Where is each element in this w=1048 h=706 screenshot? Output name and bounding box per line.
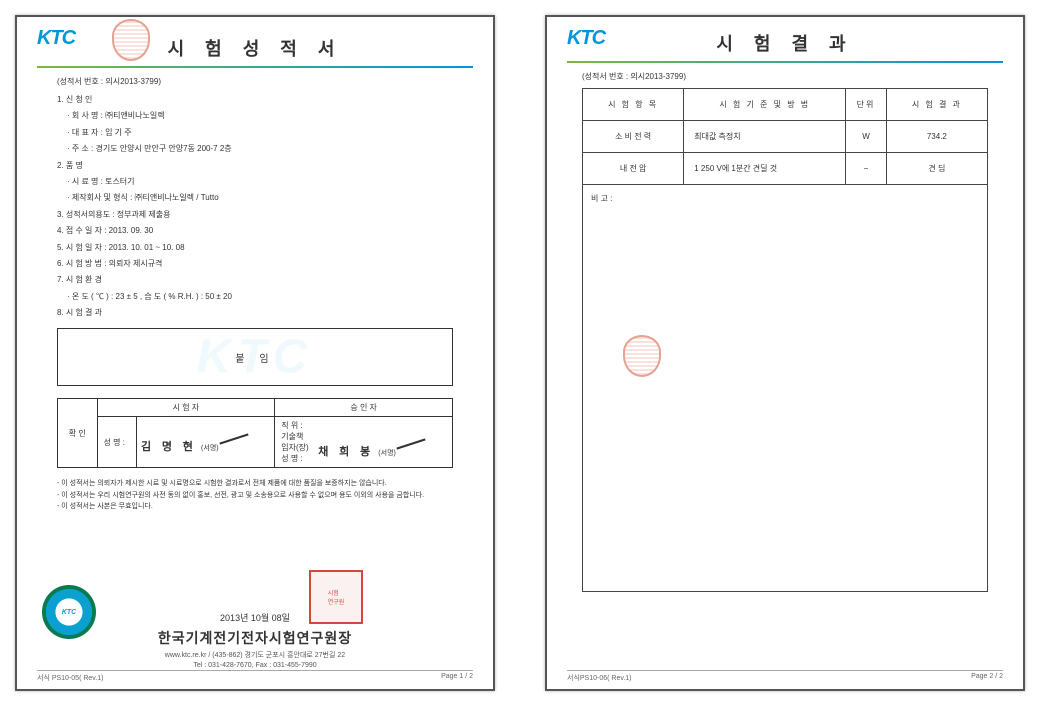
tester-name: 김 명 현 [141, 441, 197, 453]
red-seal-icon: 시험연구원 [309, 570, 363, 624]
remark-label: 비 고 : [591, 194, 612, 203]
table-row: 내 전 압 1 250 V에 1분간 견딜 것 − 견 딤 [583, 153, 988, 185]
r2c3: − [846, 153, 887, 185]
sign-table: 확 인 시 험 자 승 인 자 성 명 : 김 명 현 (서명) 직 위 : 기… [57, 398, 453, 468]
pos-cell: 직 위 : 기술책임자(장) 성 명 : [275, 417, 315, 468]
sec-product: 2. 품 명 [57, 159, 473, 173]
cert-seal-icon: KTC [42, 585, 96, 639]
sec-testdate: 5. 시 험 일 자 : 2013. 10. 01 ~ 10. 08 [57, 241, 473, 255]
page-title: 시 험 성 적 서 [37, 35, 473, 61]
issuer-addr: www.ktc.re.kr / (435-862) 경기도 군포시 흥안대로 2… [37, 650, 473, 660]
remark-box: 비 고 : [582, 185, 988, 592]
doc-number: (성적서 번호 : 의시2013-3799) [57, 76, 473, 87]
page-foot: 서식 PS10-05( Rev.1) Page 1 / 2 [37, 670, 473, 683]
sec-purpose: 3. 성적서의용도 : 정부과제 제출용 [57, 208, 473, 222]
name-label-1: 성 명 : [97, 417, 137, 468]
confirm-cell: 확 인 [58, 399, 98, 468]
doc-number: (성적서 번호 : 의시2013-3799) [582, 71, 1003, 82]
th-item: 시 험 항 목 [583, 89, 684, 121]
approver-sig: 채 희 봉 (서명) [314, 417, 452, 468]
form-no: 서식PS10-06( Rev.1) [567, 673, 632, 683]
note3: - 이 성적서는 사본은 무효입니다. [57, 501, 453, 512]
sec-applicant: 1. 신 청 인 [57, 93, 473, 107]
divider [37, 66, 473, 68]
result-table: 시 험 항 목 시 험 기 준 및 방 법 단위 시 험 결 과 소 비 전 력… [582, 88, 988, 185]
divider [567, 61, 1003, 63]
page-no: Page 1 / 2 [441, 673, 473, 683]
maker: · 제작회사 및 형식 : ㈜티앤비나노일렉 / Tutto [67, 191, 473, 205]
approver-header: 승 인 자 [275, 399, 453, 417]
sec-result: 8. 시 험 결 과 [57, 306, 473, 320]
approver-name: 채 희 봉 [318, 446, 374, 458]
issuer-tel: Tel : 031-428-7670, Fax : 031-455-7990 [37, 662, 473, 669]
sample: · 시 료 명 : 토스터기 [67, 175, 473, 189]
issuer: 한국기계전기전자시험연구원장 [37, 628, 473, 648]
sig-mark-icon [396, 435, 424, 455]
report-page-1: KTC 시 험 성 적 서 (성적서 번호 : 의시2013-3799) 1. … [15, 15, 495, 691]
pink-seal-icon [112, 19, 150, 61]
env-vals: · 온 도 ( ℃ ) : 23 ± 5 , 습 도 ( % R.H. ) : … [67, 290, 473, 304]
attach-label: 붙 임 [235, 350, 274, 365]
attach-box: KTC 붙 임 [57, 328, 453, 386]
tester-sig: 김 명 현 (서명) [137, 417, 275, 468]
r1c1: 소 비 전 력 [583, 121, 684, 153]
sig-mark-icon [219, 430, 247, 450]
r1c3: W [846, 121, 887, 153]
ktc-logo: KTC [37, 27, 75, 50]
sec-env: 7. 시 험 환 경 [57, 273, 473, 287]
ktc-logo: KTC [567, 27, 605, 50]
footer: 2013년 10월 08일 한국기계전기전자시험연구원장 www.ktc.re.… [37, 593, 473, 669]
r2c4: 견 딤 [886, 153, 987, 185]
page-no: Page 2 / 2 [971, 673, 1003, 683]
r1c2: 최대값 측정치 [684, 121, 846, 153]
sec-recv: 4. 접 수 일 자 : 2013. 09. 30 [57, 224, 473, 238]
tester-header: 시 험 자 [97, 399, 275, 417]
r1c4: 734.2 [886, 121, 987, 153]
page-title: 시 험 결 과 [567, 30, 1003, 56]
form-no: 서식 PS10-05( Rev.1) [37, 673, 103, 683]
issue-date: 2013년 10월 08일 [37, 611, 473, 624]
table-row: 소 비 전 력 최대값 측정치 W 734.2 [583, 121, 988, 153]
notes: - 이 성적서는 의뢰자가 제시한 시료 및 시료명으로 시험한 결과로서 전체… [57, 478, 453, 512]
rep: · 대 표 자 : 임 기 주 [67, 126, 473, 140]
pink-seal-icon [623, 335, 661, 377]
page-foot: 서식PS10-06( Rev.1) Page 2 / 2 [567, 670, 1003, 683]
note2: - 이 성적서는 우리 시험연구원의 사전 동의 없이 홍보, 선전, 광고 및… [57, 490, 453, 501]
r2c2: 1 250 V에 1분간 견딜 것 [684, 153, 846, 185]
th-unit: 단위 [846, 89, 887, 121]
sec-method: 6. 시 험 방 법 : 의뢰자 제시규격 [57, 257, 473, 271]
company: · 회 사 명 : ㈜티앤비나노일렉 [67, 109, 473, 123]
note1: - 이 성적서는 의뢰자가 제시한 시료 및 시료명으로 시험한 결과로서 전체… [57, 478, 453, 489]
th-method: 시 험 기 준 및 방 법 [684, 89, 846, 121]
addr: · 주 소 : 경기도 안양시 만안구 안양7동 200-7 2층 [67, 142, 473, 156]
report-page-2: KTC 시 험 결 과 (성적서 번호 : 의시2013-3799) 시 험 항… [545, 15, 1025, 691]
r2c1: 내 전 압 [583, 153, 684, 185]
th-result: 시 험 결 과 [886, 89, 987, 121]
